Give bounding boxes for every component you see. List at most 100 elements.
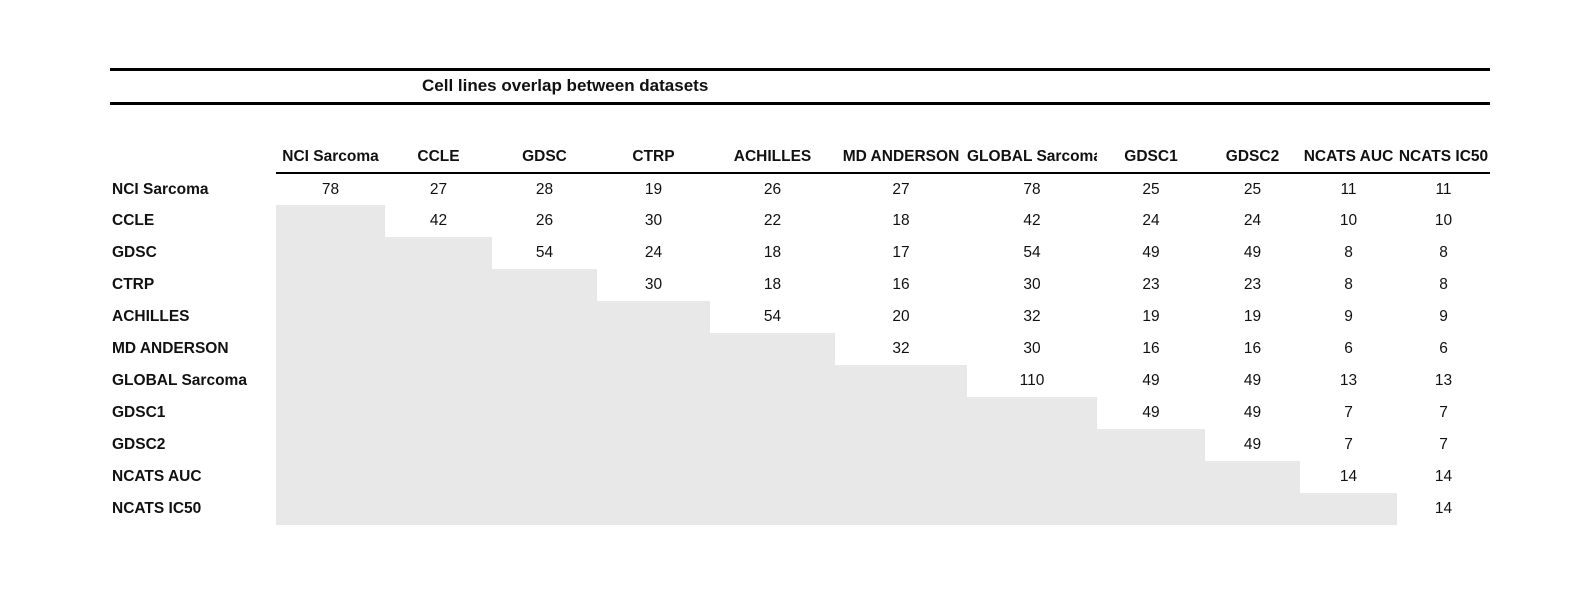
- shaded-cell: [492, 333, 597, 365]
- shaded-cell: [385, 429, 492, 461]
- shaded-cell: [276, 237, 385, 269]
- row-label: ACHILLES: [112, 308, 190, 325]
- value-cell: 13: [1434, 372, 1453, 389]
- row-label: CTRP: [112, 276, 155, 293]
- value-cell: 49: [1142, 372, 1160, 389]
- column-header: CTRP: [597, 146, 710, 174]
- table-row: MD ANDERSON 32 30 16 16 6 6: [110, 333, 1490, 365]
- shaded-cell: [276, 301, 385, 333]
- column-header: GDSC2: [1205, 146, 1300, 174]
- shaded-cell: [597, 493, 710, 525]
- shaded-cell: [492, 301, 597, 333]
- row-label: CCLE: [112, 212, 155, 229]
- shaded-cell: [276, 429, 385, 461]
- value-cell: 11: [1435, 180, 1452, 198]
- table-row: NCI Sarcoma 78 27 28 19 26 27 78 25 25 11 11: [110, 173, 1490, 205]
- value-cell: 14: [1434, 500, 1453, 517]
- shaded-cell: [492, 429, 597, 461]
- row-label: GDSC2: [112, 436, 166, 453]
- shaded-cell: [1205, 493, 1300, 525]
- shaded-cell: [276, 205, 385, 237]
- value-cell: 78: [1023, 180, 1041, 198]
- shaded-cell: [597, 429, 710, 461]
- value-cell: 30: [1023, 340, 1041, 357]
- value-cell: 7: [1439, 404, 1448, 421]
- value-cell: 30: [644, 276, 663, 293]
- row-label: NCATS AUC: [112, 468, 202, 485]
- overlap-table: Cell lines overlap between datasets NCI …: [110, 68, 1490, 525]
- value-cell: 27: [892, 180, 910, 198]
- value-cell: 24: [644, 244, 663, 261]
- row-label: NCI Sarcoma: [112, 180, 209, 198]
- value-cell: 28: [535, 180, 554, 198]
- value-cell: 19: [644, 180, 663, 198]
- shaded-cell: [1300, 493, 1397, 525]
- shaded-cell: [710, 461, 835, 493]
- shaded-cell: [492, 365, 597, 397]
- shaded-cell: [1097, 493, 1205, 525]
- shaded-cell: [492, 269, 597, 301]
- shaded-cell: [385, 365, 492, 397]
- value-cell: 54: [535, 244, 554, 261]
- shaded-cell: [967, 493, 1097, 525]
- table-row: CCLE 42 26 30 22 18 42 24 24 10 10: [110, 205, 1490, 237]
- value-cell: 11: [1340, 180, 1357, 198]
- shaded-cell: [710, 397, 835, 429]
- shaded-cell: [835, 493, 967, 525]
- shaded-cell: [710, 429, 835, 461]
- value-cell: 25: [1243, 180, 1262, 198]
- shaded-cell: [276, 493, 385, 525]
- column-header: NCATS AUC: [1300, 146, 1397, 174]
- row-label: GLOBAL Sarcoma: [112, 372, 247, 389]
- value-cell: 42: [429, 212, 448, 229]
- value-cell: 8: [1344, 276, 1353, 293]
- value-cell: 14: [1434, 468, 1453, 485]
- table-row: GDSC1 49 49 7 7: [110, 397, 1490, 429]
- shaded-cell: [835, 365, 967, 397]
- value-cell: 16: [1142, 340, 1160, 357]
- value-cell: 19: [1142, 308, 1160, 325]
- shaded-cell: [835, 461, 967, 493]
- value-cell: 9: [1344, 308, 1353, 325]
- value-cell: 20: [892, 308, 910, 325]
- value-cell: 32: [892, 340, 910, 357]
- value-cell: 19: [1243, 308, 1262, 325]
- table-row: NCATS AUC 14 14: [110, 461, 1490, 493]
- shaded-cell: [597, 365, 710, 397]
- shaded-cell: [276, 269, 385, 301]
- value-cell: 8: [1439, 244, 1448, 261]
- shaded-cell: [385, 333, 492, 365]
- shaded-cell: [597, 397, 710, 429]
- column-header: GDSC: [492, 146, 597, 174]
- table-row: GDSC 54 24 18 17 54 49 49 8 8: [110, 237, 1490, 269]
- row-label: GDSC1: [112, 404, 166, 421]
- value-cell: 30: [1023, 276, 1041, 293]
- column-header: MD ANDERSON: [835, 146, 967, 174]
- shaded-cell: [710, 493, 835, 525]
- row-label: MD ANDERSON: [112, 340, 229, 357]
- shaded-cell: [492, 397, 597, 429]
- value-cell: 27: [429, 180, 448, 198]
- value-cell: 6: [1344, 340, 1353, 357]
- value-cell: 49: [1142, 244, 1160, 261]
- shaded-cell: [276, 397, 385, 429]
- shaded-cell: [492, 461, 597, 493]
- value-cell: 54: [1023, 244, 1041, 261]
- value-cell: 49: [1142, 404, 1160, 421]
- table-row: NCATS IC50 14: [110, 493, 1490, 525]
- column-header-row: NCI Sarcoma CCLE GDSC CTRP ACHILLES MD ANDERS…: [110, 146, 1490, 174]
- value-cell: 9: [1439, 308, 1448, 325]
- shaded-cell: [385, 461, 492, 493]
- column-header: CCLE: [385, 146, 492, 174]
- column-header: GLOBAL Sarcoma: [967, 146, 1097, 174]
- shaded-cell: [597, 301, 710, 333]
- table-row: ACHILLES 54 20 32 19 19 9 9: [110, 301, 1490, 333]
- table-row: GDSC2 49 7 7: [110, 429, 1490, 461]
- shaded-cell: [967, 397, 1097, 429]
- value-cell: 49: [1243, 372, 1262, 389]
- shaded-cell: [1097, 429, 1205, 461]
- value-cell: 18: [892, 212, 910, 229]
- value-cell: 110: [1019, 372, 1045, 389]
- row-label: GDSC: [112, 244, 157, 261]
- value-cell: 10: [1434, 212, 1453, 229]
